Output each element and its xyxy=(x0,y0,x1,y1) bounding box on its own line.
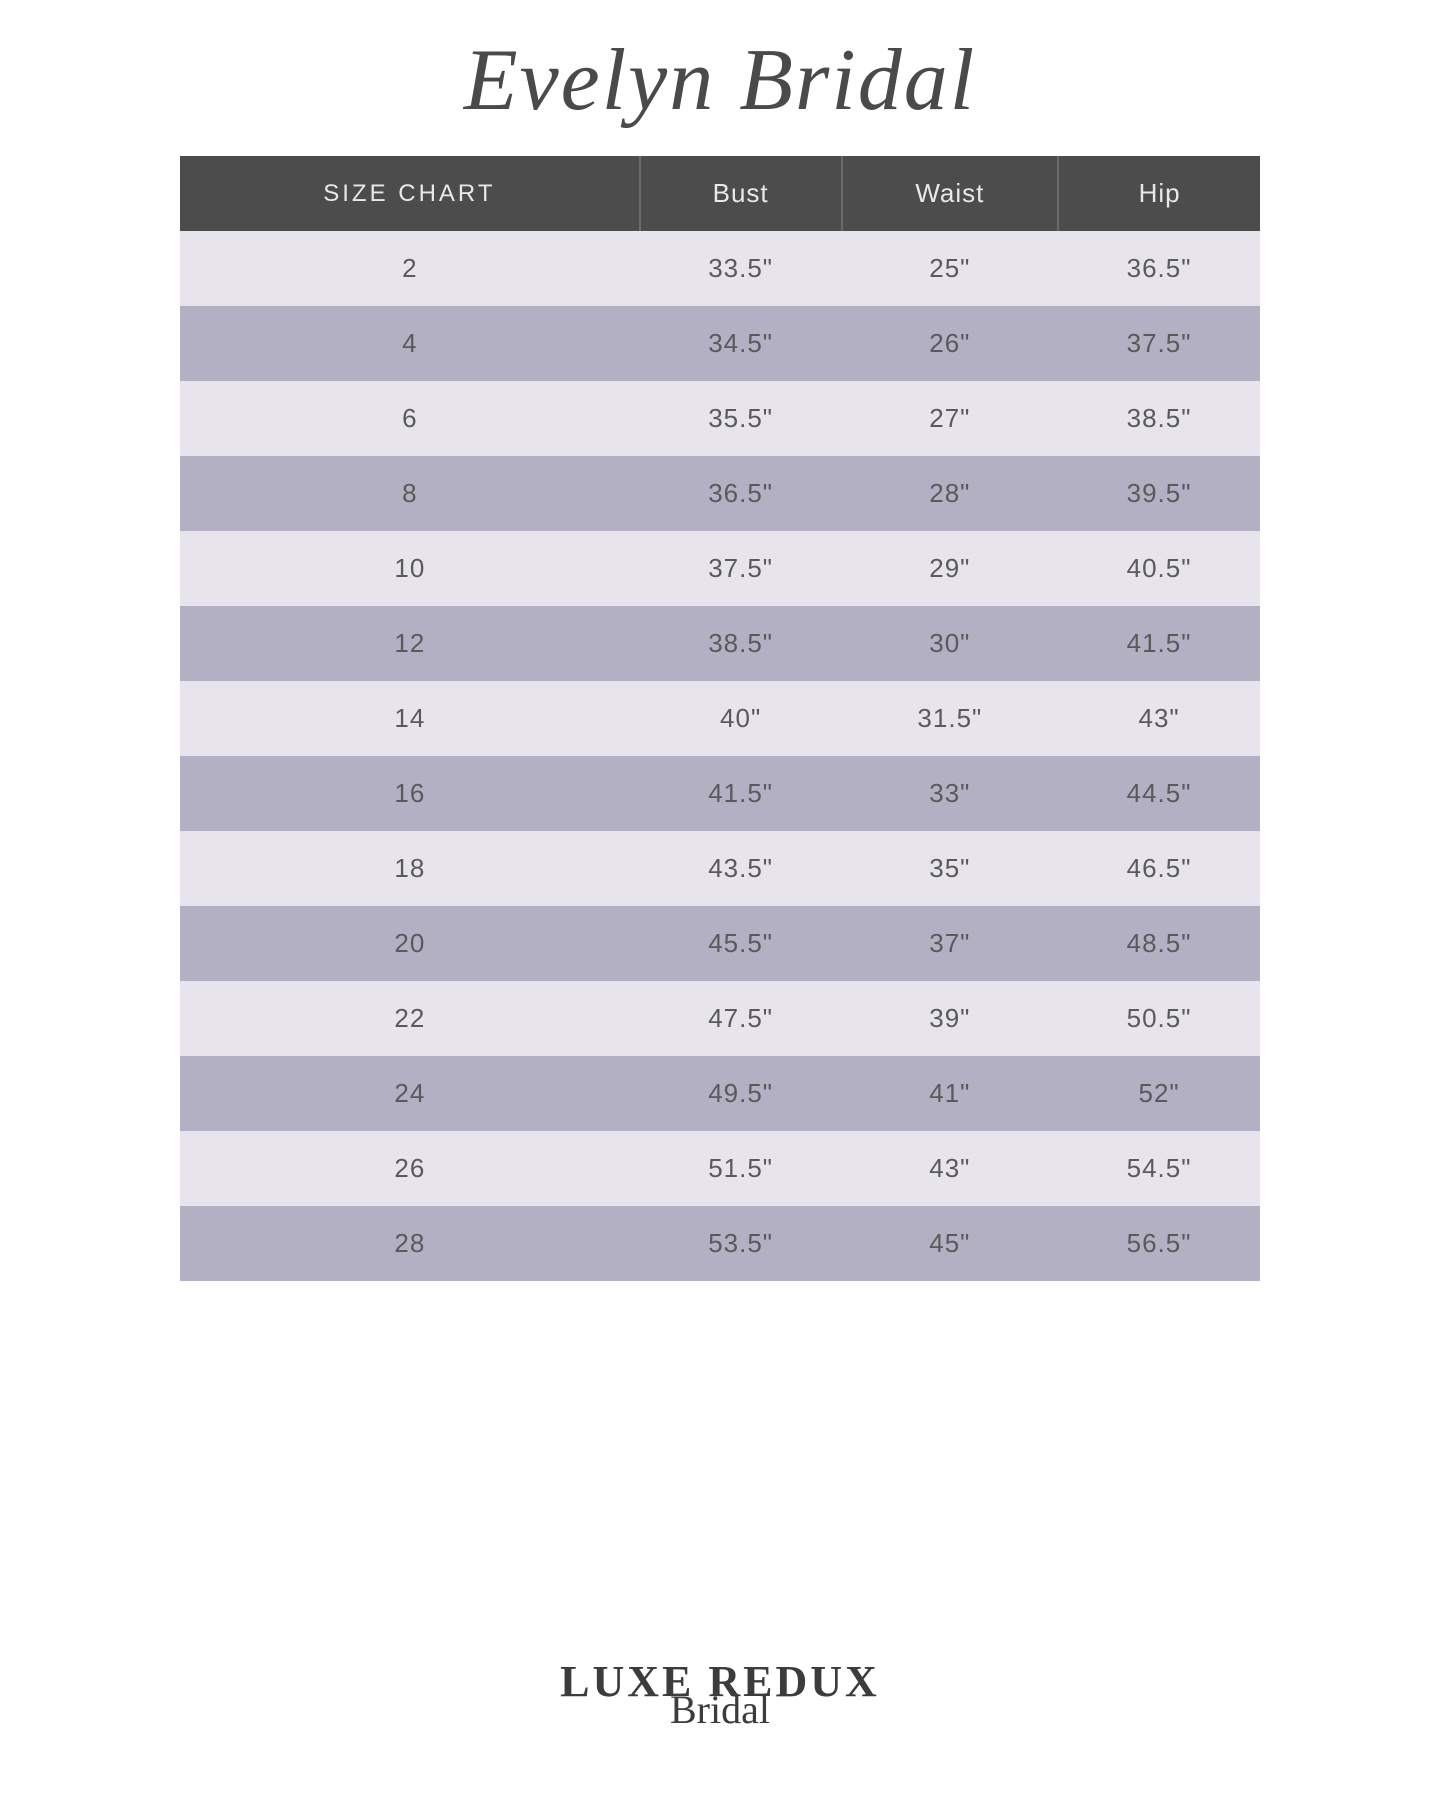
table-row: 1843.5"35"46.5" xyxy=(180,831,1260,906)
cell-waist: 31.5" xyxy=(842,681,1059,756)
cell-waist: 27" xyxy=(842,381,1059,456)
cell-bust: 34.5" xyxy=(640,306,842,381)
table-row: 836.5"28"39.5" xyxy=(180,456,1260,531)
cell-waist: 30" xyxy=(842,606,1059,681)
cell-size: 22 xyxy=(180,981,640,1056)
cell-waist: 39" xyxy=(842,981,1059,1056)
table-row: 1440"31.5"43" xyxy=(180,681,1260,756)
cell-bust: 36.5" xyxy=(640,456,842,531)
cell-bust: 33.5" xyxy=(640,231,842,306)
col-header-hip: Hip xyxy=(1058,156,1260,231)
cell-waist: 43" xyxy=(842,1131,1059,1206)
cell-size: 28 xyxy=(180,1206,640,1281)
table-row: 2045.5"37"48.5" xyxy=(180,906,1260,981)
table-row: 1238.5"30"41.5" xyxy=(180,606,1260,681)
table-row: 2247.5"39"50.5" xyxy=(180,981,1260,1056)
cell-size: 2 xyxy=(180,231,640,306)
cell-hip: 48.5" xyxy=(1058,906,1260,981)
cell-waist: 29" xyxy=(842,531,1059,606)
cell-hip: 44.5" xyxy=(1058,756,1260,831)
cell-hip: 43" xyxy=(1058,681,1260,756)
footer-logo: LUXE REDUX Bridal xyxy=(0,1660,1440,1730)
cell-bust: 41.5" xyxy=(640,756,842,831)
table-header-row: SIZE CHART Bust Waist Hip xyxy=(180,156,1260,231)
table-row: 635.5"27"38.5" xyxy=(180,381,1260,456)
col-header-size: SIZE CHART xyxy=(180,156,640,231)
cell-hip: 36.5" xyxy=(1058,231,1260,306)
table-row: 1641.5"33"44.5" xyxy=(180,756,1260,831)
cell-waist: 35" xyxy=(842,831,1059,906)
cell-bust: 47.5" xyxy=(640,981,842,1056)
page-title: Evelyn Bridal xyxy=(464,30,976,131)
cell-bust: 49.5" xyxy=(640,1056,842,1131)
page: Evelyn Bridal SIZE CHART Bust Waist Hip … xyxy=(0,0,1440,1800)
cell-hip: 41.5" xyxy=(1058,606,1260,681)
col-header-bust: Bust xyxy=(640,156,842,231)
cell-size: 24 xyxy=(180,1056,640,1131)
cell-bust: 45.5" xyxy=(640,906,842,981)
cell-waist: 28" xyxy=(842,456,1059,531)
table-row: 233.5"25"36.5" xyxy=(180,231,1260,306)
cell-bust: 40" xyxy=(640,681,842,756)
cell-waist: 37" xyxy=(842,906,1059,981)
cell-hip: 46.5" xyxy=(1058,831,1260,906)
table-row: 2853.5"45"56.5" xyxy=(180,1206,1260,1281)
cell-bust: 35.5" xyxy=(640,381,842,456)
cell-size: 26 xyxy=(180,1131,640,1206)
cell-hip: 54.5" xyxy=(1058,1131,1260,1206)
col-header-waist: Waist xyxy=(842,156,1059,231)
cell-size: 8 xyxy=(180,456,640,531)
cell-size: 4 xyxy=(180,306,640,381)
cell-hip: 50.5" xyxy=(1058,981,1260,1056)
footer-script-text: Bridal xyxy=(0,1690,1440,1730)
cell-waist: 45" xyxy=(842,1206,1059,1281)
cell-waist: 33" xyxy=(842,756,1059,831)
cell-waist: 41" xyxy=(842,1056,1059,1131)
cell-hip: 38.5" xyxy=(1058,381,1260,456)
cell-hip: 52" xyxy=(1058,1056,1260,1131)
table-row: 2449.5"41"52" xyxy=(180,1056,1260,1131)
cell-waist: 25" xyxy=(842,231,1059,306)
cell-bust: 38.5" xyxy=(640,606,842,681)
cell-hip: 40.5" xyxy=(1058,531,1260,606)
table-row: 2651.5"43"54.5" xyxy=(180,1131,1260,1206)
cell-bust: 51.5" xyxy=(640,1131,842,1206)
cell-hip: 56.5" xyxy=(1058,1206,1260,1281)
cell-size: 16 xyxy=(180,756,640,831)
cell-bust: 37.5" xyxy=(640,531,842,606)
cell-size: 6 xyxy=(180,381,640,456)
cell-size: 10 xyxy=(180,531,640,606)
size-chart-table: SIZE CHART Bust Waist Hip 233.5"25"36.5"… xyxy=(180,156,1260,1281)
cell-hip: 39.5" xyxy=(1058,456,1260,531)
cell-waist: 26" xyxy=(842,306,1059,381)
cell-size: 14 xyxy=(180,681,640,756)
cell-bust: 53.5" xyxy=(640,1206,842,1281)
cell-size: 18 xyxy=(180,831,640,906)
cell-size: 20 xyxy=(180,906,640,981)
table-row: 434.5"26"37.5" xyxy=(180,306,1260,381)
table-row: 1037.5"29"40.5" xyxy=(180,531,1260,606)
cell-bust: 43.5" xyxy=(640,831,842,906)
cell-hip: 37.5" xyxy=(1058,306,1260,381)
cell-size: 12 xyxy=(180,606,640,681)
